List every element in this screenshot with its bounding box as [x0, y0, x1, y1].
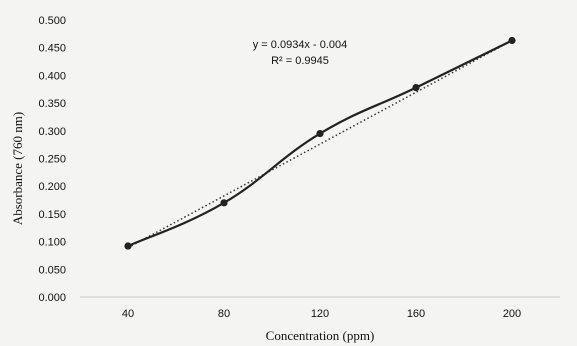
- x-tick-label: 200: [503, 308, 521, 320]
- data-point: [124, 242, 132, 250]
- x-tick-label: 160: [407, 308, 425, 320]
- series-line: [127, 39, 513, 248]
- y-tick-label: 0.200: [38, 181, 66, 193]
- y-tick-label: 0.000: [38, 292, 66, 304]
- y-tick-label: 0.150: [38, 209, 66, 221]
- y-tick-label: 0.450: [38, 43, 66, 55]
- r-squared-label: R² = 0.9945: [271, 55, 329, 67]
- data-points: [124, 36, 516, 250]
- y-tick-label: 0.250: [38, 154, 66, 166]
- data-point: [508, 36, 516, 45]
- x-tick-label: 80: [218, 308, 230, 320]
- y-tick-label: 0.100: [38, 237, 66, 249]
- x-axis-title: Concentration (ppm): [266, 328, 375, 343]
- y-tick-label: 0.050: [38, 264, 66, 276]
- y-tick-labels: 0.000 0.050 0.100 0.150 0.200 0.250 0.300 0.350…: [38, 15, 66, 304]
- data-point: [220, 199, 228, 207]
- y-tick-label: 0.350: [38, 98, 66, 110]
- trendline-equation: y = 0.0934x - 0.004: [253, 39, 347, 51]
- y-tick-label: 0.500: [38, 15, 66, 27]
- x-tick-labels: 40 80 120 160 200: [122, 308, 521, 320]
- x-tick-label: 40: [122, 308, 134, 320]
- data-point: [316, 129, 324, 138]
- y-tick-label: 0.400: [38, 70, 66, 82]
- y-axis-title: Absorbance (760 nm): [10, 112, 25, 225]
- data-point: [412, 83, 420, 92]
- trendline: [127, 39, 513, 249]
- y-tick-label: 0.300: [38, 126, 66, 138]
- x-tick-label: 120: [311, 308, 329, 320]
